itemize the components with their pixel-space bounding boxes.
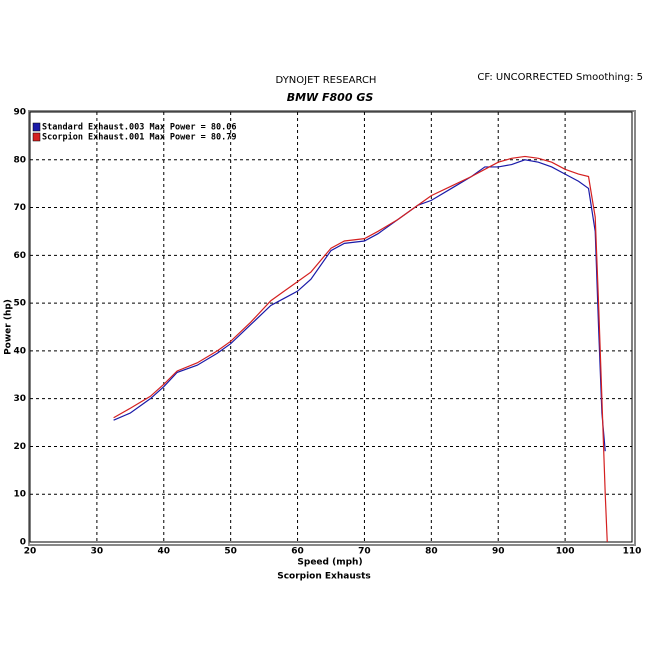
data-line <box>113 155 608 543</box>
x-tick-label: 80 <box>425 547 438 557</box>
x-tick-label: 40 <box>158 547 171 557</box>
x-tick-label: 90 <box>492 547 505 557</box>
x-tick-label: 20 <box>24 547 37 557</box>
y-tick-label: 30 <box>13 394 26 404</box>
y-tick-label: 60 <box>13 251 26 261</box>
legend-label: Standard Exhaust.003 Max Power = 80.06 <box>42 123 236 133</box>
x-tick-label: 60 <box>291 547 304 557</box>
y-axis-label: Power (hp) <box>4 299 14 355</box>
x-axis-label: Speed (mph) <box>297 558 362 568</box>
y-tick-label: 80 <box>13 155 26 165</box>
annotation: CF: UNCORRECTED Smoothing: 5 <box>477 72 643 83</box>
x-tick-label: 70 <box>358 547 371 557</box>
plot-frame <box>28 110 636 546</box>
legend-label: Scorpion Exhaust.001 Max Power = 80.79 <box>42 132 236 143</box>
y-tick-label: 40 <box>13 346 26 356</box>
y-tick-label: 90 <box>13 108 26 118</box>
x-tick-label: 100 <box>556 547 575 557</box>
y-tick-label: 20 <box>13 442 26 452</box>
chart-title: DYNOJET RESEARCH <box>276 75 377 86</box>
y-tick-label: 10 <box>13 490 26 500</box>
legend-swatch <box>32 132 41 142</box>
caption: Scorpion Exhausts <box>277 572 371 582</box>
x-tick-label: 50 <box>224 547 237 557</box>
chart-subtitle: BMW F800 GS <box>287 91 374 104</box>
x-tick-label: 30 <box>91 547 104 557</box>
x-tick-label: 110 <box>623 547 642 557</box>
legend-swatch <box>32 122 41 132</box>
plot-border <box>29 111 633 543</box>
y-tick-label: 0 <box>20 538 26 548</box>
y-tick-label: 50 <box>13 299 26 309</box>
y-tick-label: 70 <box>13 203 26 213</box>
